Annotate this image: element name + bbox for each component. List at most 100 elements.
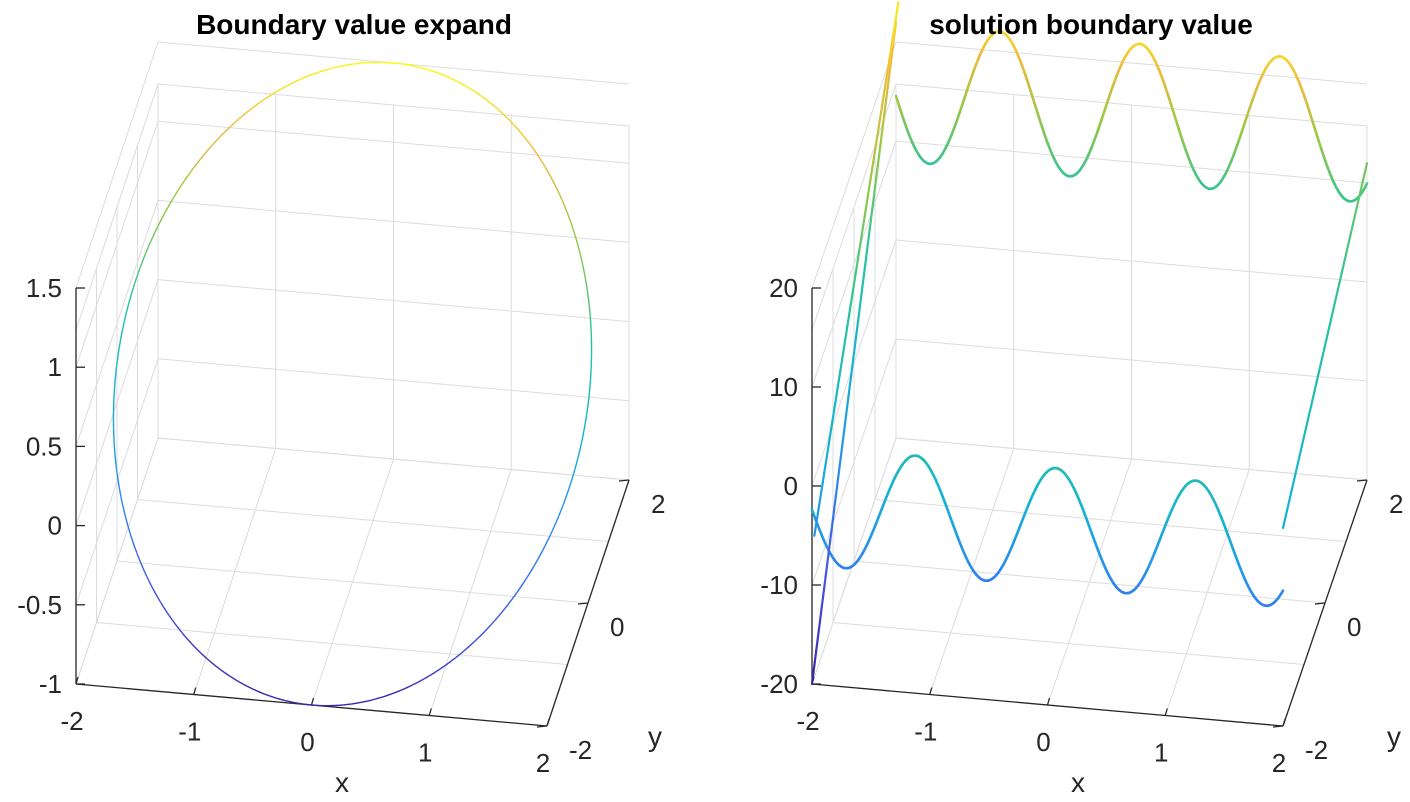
boundary-curve (211, 662, 217, 667)
chart-title: Boundary value expand (196, 9, 512, 40)
boundary-curve (385, 693, 392, 697)
boundary-curve (459, 82, 465, 86)
back-grid-z (157, 120, 630, 164)
boundary-curve (585, 282, 588, 290)
boundary-curve (569, 221, 574, 228)
boundary-curve (116, 473, 119, 481)
boundary-curve (502, 605, 508, 612)
solution-curve-connector (856, 250, 861, 262)
boundary-curve (564, 206, 568, 214)
boundary-curve (128, 296, 132, 303)
boundary-curve (539, 158, 544, 165)
boundary-curve (521, 580, 526, 587)
y-tick-mark (618, 479, 630, 482)
solution-curve-connector (892, 32, 896, 46)
left-grid-z (75, 41, 159, 289)
solution-curve-connector (1302, 426, 1308, 438)
boundary-curve (147, 578, 151, 584)
solution-curve-connector (827, 539, 832, 553)
boundary-curve (182, 177, 187, 184)
boundary-curve (478, 632, 484, 638)
boundary-curve (297, 77, 303, 82)
left-grid-z (75, 279, 159, 526)
solution-curve-connector (820, 594, 825, 608)
boundary-curve (460, 649, 466, 654)
boundary-curve (534, 150, 539, 157)
solution-curve-connector (829, 528, 833, 542)
boundary-curve (115, 462, 118, 470)
boundary-curve (464, 645, 470, 651)
boundary-curve (422, 676, 428, 681)
boundary-curve (261, 97, 268, 102)
solution-curve-connector (837, 374, 841, 386)
solution-curve-connector (1298, 444, 1304, 457)
boundary-curve (122, 505, 125, 512)
boundary-curve (580, 256, 583, 263)
back-grid-z (895, 239, 1368, 283)
solution-curve-connector (851, 285, 855, 297)
boundary-curve (434, 669, 440, 674)
boundary-curve (578, 251, 582, 258)
x-axis-label: x (1071, 767, 1085, 798)
boundary-curve (418, 678, 424, 683)
boundary-curve (198, 650, 204, 656)
boundary-curve (158, 218, 162, 226)
boundary-curve (123, 510, 127, 517)
solution-curve-connector (1323, 335, 1329, 347)
boundary-curve (540, 547, 545, 554)
boundary-curve (169, 615, 174, 621)
solution-curve-connector (835, 383, 840, 395)
boundary-curve (174, 623, 179, 629)
boundary-curve (581, 432, 585, 440)
solution-curve-connector (1338, 271, 1343, 283)
solution-curve-connector (893, 19, 897, 31)
boundary-curve (305, 74, 312, 78)
boundary-curve (583, 271, 586, 279)
solution-curve-connector (883, 98, 888, 112)
solution-curve-connector (1325, 326, 1331, 338)
boundary-curve (140, 258, 144, 266)
x-tick-mark (546, 718, 550, 727)
boundary-curve (130, 535, 134, 542)
solution-curve-connector (872, 152, 876, 164)
x-axis-label: x (335, 767, 349, 798)
solution-curve-connector (855, 318, 860, 333)
x-tick-label: -2 (60, 706, 83, 736)
y-tick-label: -2 (569, 735, 592, 765)
solution-curve-connector (842, 339, 847, 351)
boundary-curve (326, 67, 332, 71)
boundary-curve (585, 409, 588, 417)
boundary-curve (134, 274, 139, 282)
back-grid-z (895, 338, 1368, 382)
boundary-curve (573, 465, 577, 472)
solution-curve-connector (876, 125, 880, 137)
boundary-curve (551, 179, 556, 186)
boundary-curve (205, 656, 210, 662)
solution-curve-connector (846, 312, 851, 324)
boundary-curve (121, 499, 124, 507)
boundary-curve (160, 214, 165, 221)
boundary-curve (430, 671, 436, 676)
solution-curve-connector (1363, 162, 1369, 174)
solution-curve-connector (863, 205, 868, 217)
y-axis-label: y (648, 721, 662, 752)
boundary-curve (568, 216, 572, 223)
x-tick-label: 2 (536, 748, 550, 778)
boundary-curve (246, 108, 252, 113)
boundary-curve (208, 659, 214, 665)
solution-curve-front (1280, 589, 1285, 594)
boundary-curve (204, 149, 209, 155)
boundary-curve (481, 96, 487, 100)
solution-curve-connector (1296, 453, 1301, 466)
boundary-curve (563, 497, 567, 504)
boundary-curve (496, 613, 501, 619)
floor-grid-y (874, 499, 1347, 542)
boundary-curve (554, 184, 558, 190)
boundary-curve (232, 677, 238, 682)
boundary-curve (171, 195, 176, 202)
floor-grid-y (137, 499, 609, 542)
back-grid-z (157, 437, 630, 481)
grid-lines (811, 41, 1368, 727)
solution-curve-connector (815, 638, 819, 653)
boundary-curve (364, 699, 371, 703)
